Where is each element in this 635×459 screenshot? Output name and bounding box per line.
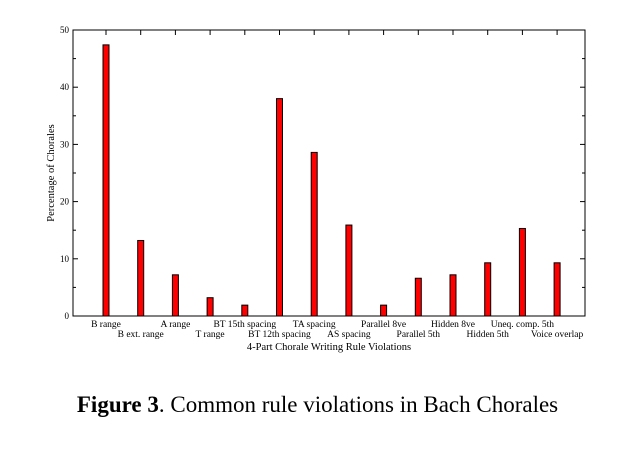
x-category-label: Parallel 5th (397, 330, 441, 340)
bar (414, 277, 422, 317)
x-category-label: Uneq. comp. 5th (491, 320, 555, 330)
bar (345, 224, 353, 317)
x-category-label: Voice overlap (531, 330, 584, 340)
figure-caption: Figure 3. Common rule violations in Bach… (0, 392, 635, 418)
x-category-label: B range (91, 320, 121, 330)
bar (310, 151, 318, 317)
y-axis-title: Percentage of Chorales (46, 124, 57, 221)
bar (102, 44, 110, 317)
x-category-label: BT 12th spacing (248, 330, 311, 340)
bar (276, 98, 283, 317)
x-category-label: B ext. range (118, 330, 164, 340)
x-category-label: Hidden 5th (466, 330, 509, 340)
y-tick-label: 40 (60, 82, 70, 92)
bar (137, 239, 145, 317)
bar (380, 304, 388, 317)
y-tick-label: 10 (60, 254, 70, 264)
figure-caption-text: . Common rule violations in Bach Chorale… (158, 392, 559, 417)
x-axis-title: 4-Part Chorale Writing Rule Violations (247, 342, 411, 353)
x-category-label: BT 15th spacing (213, 320, 276, 330)
y-tick-label: 30 (60, 139, 70, 149)
bar (171, 274, 179, 317)
y-axis: 0 10 20 30 40 50 (60, 25, 585, 321)
bars (102, 44, 561, 317)
y-tick-label: 20 (60, 197, 70, 207)
y-tick-label: 0 (65, 311, 70, 321)
bar (553, 262, 561, 317)
x-category-label: Hidden 8ve (431, 320, 475, 330)
figure-label: Figure 3 (76, 392, 159, 417)
y-tick-label: 50 (60, 25, 70, 35)
x-category-label: T range (196, 330, 225, 340)
x-category-label: AS spacing (327, 330, 371, 340)
plot-frame (72, 29, 586, 317)
bar (206, 297, 214, 317)
bar (484, 262, 492, 317)
x-category-label: TA spacing (293, 320, 336, 330)
bar (241, 304, 249, 317)
x-category-label: Parallel 8ve (361, 320, 406, 330)
bar (518, 227, 526, 317)
x-category-label: A range (160, 320, 190, 330)
bar (449, 274, 457, 317)
